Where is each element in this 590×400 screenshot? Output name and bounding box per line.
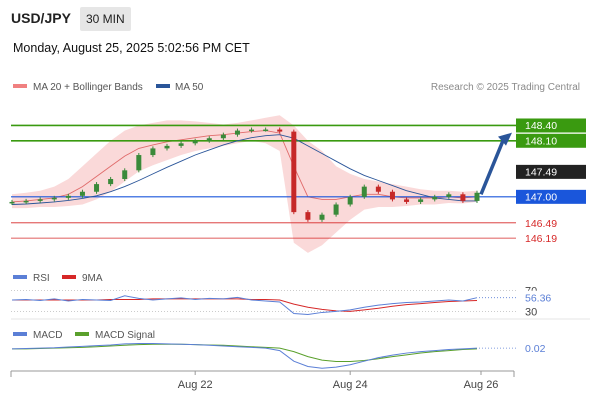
candle-body [164, 145, 170, 149]
candle-body [37, 199, 43, 201]
ma50-line [11, 134, 477, 205]
candle-body [319, 214, 325, 220]
macd-legend: MACD MACD Signal [13, 330, 155, 341]
level-tag-label: 148.10 [525, 135, 557, 147]
candle-body [404, 199, 410, 202]
candle-body [291, 131, 297, 213]
candle-body [460, 194, 466, 201]
candle-body [51, 197, 57, 200]
level-tag-147.00 [516, 189, 586, 204]
level-tag-label: 147.49 [525, 166, 557, 178]
candle-body [108, 179, 114, 185]
rsi-pane: 703056.36 [11, 286, 559, 318]
bollinger-band [12, 115, 477, 253]
candle-body [234, 130, 240, 135]
rsi-ref-label: 30 [525, 306, 537, 318]
rsi-ma-legend-label: 9MA [82, 273, 103, 284]
candle-body [305, 212, 311, 220]
level-tag-label: 147.00 [525, 191, 557, 203]
rsi-ma-line [12, 298, 478, 312]
time-tick-label: Aug 26 [464, 379, 499, 391]
candle-body [178, 143, 184, 146]
candle-body [249, 129, 255, 132]
credit-label: Research © 2025 Trading Central [431, 82, 580, 93]
rsi-ma-swatch [62, 275, 76, 279]
candle-body [263, 129, 269, 132]
macd-line [11, 343, 478, 369]
candle-body [361, 186, 367, 197]
candle-body [277, 129, 283, 132]
datetime-label: Monday, August 25, 2025 5:02:56 PM CET [13, 41, 250, 55]
candle-body [150, 148, 156, 156]
candle-body [9, 201, 15, 204]
candle-body [23, 200, 29, 203]
rsi-last-bg [519, 290, 559, 304]
candle-body [136, 155, 142, 171]
candle-body [474, 192, 480, 201]
candle-body [220, 134, 226, 139]
rsi-line [11, 295, 478, 316]
rsi-legend-label: RSI [33, 273, 50, 284]
candle-body [418, 199, 424, 202]
level-tag-148.40 [516, 118, 586, 133]
candle-body [192, 140, 198, 144]
time-axis: Aug 22 Aug 24 Aug 26 [10, 370, 515, 391]
macd-swatch [13, 332, 27, 336]
macd-signal-line [12, 343, 478, 363]
candle-body [432, 196, 438, 200]
bollinger-legend-label: MA 20 + Bollinger Bands [33, 82, 143, 93]
macd-last-value: 0.02 [525, 343, 546, 355]
timeframe-button[interactable]: 30 MIN [80, 7, 131, 31]
candle-body [333, 204, 339, 215]
rsi-swatch [13, 275, 27, 279]
price-pane: 148.40 148.10 147.49 147.00 146.49 146.19 [9, 115, 586, 253]
price-legend: MA 20 + Bollinger Bands MA 50 Research ©… [13, 82, 580, 93]
rsi-legend: RSI 9MA [13, 273, 103, 284]
ma50-legend-label: MA 50 [175, 82, 204, 93]
candle-body [347, 196, 353, 205]
candle-body [122, 170, 128, 179]
candle-body [79, 191, 85, 196]
candle-body [65, 195, 71, 198]
rsi-last-value: 56.36 [525, 293, 551, 305]
candle-body [389, 191, 395, 200]
level-tag-label: 148.40 [525, 120, 557, 132]
level-label-146.49: 146.49 [525, 218, 557, 230]
symbol-title: USD/JPY [11, 10, 71, 26]
level-label-146.19: 146.19 [525, 233, 557, 245]
macd-pane: 0.02 [11, 343, 546, 369]
ma50-swatch [156, 84, 170, 88]
forecast-arrow-head [498, 132, 512, 146]
level-tag-147.49 [516, 164, 586, 179]
forecast-arrow [479, 140, 505, 195]
bollinger-swatch [13, 84, 27, 88]
time-tick-label: Aug 24 [333, 379, 368, 391]
candle-body [446, 194, 452, 197]
level-tag-148.10 [516, 133, 586, 148]
time-tick-label: Aug 22 [178, 379, 213, 391]
candle-body [375, 186, 381, 192]
candle-body [94, 184, 100, 192]
macd-signal-legend-label: MACD Signal [95, 330, 155, 341]
macd-legend-label: MACD [33, 330, 62, 341]
macd-signal-swatch [75, 332, 89, 336]
candle-body [206, 138, 212, 141]
